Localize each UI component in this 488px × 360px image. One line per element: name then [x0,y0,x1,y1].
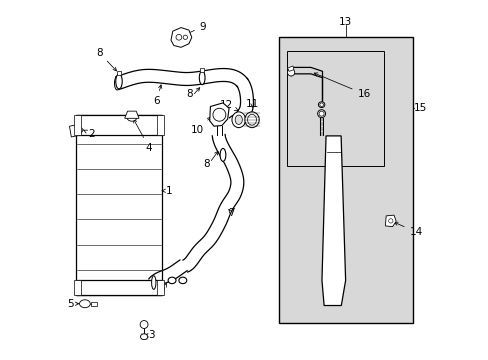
Polygon shape [385,215,395,226]
Circle shape [287,69,294,76]
Text: 6: 6 [153,85,162,106]
Text: 8: 8 [159,283,165,293]
Text: 12: 12 [219,100,238,111]
Text: 11: 11 [245,99,259,109]
Bar [200,68,203,72]
Bar [117,71,121,75]
Ellipse shape [126,113,137,121]
Ellipse shape [231,112,245,128]
Circle shape [212,108,225,121]
Bar [74,116,81,135]
Text: 3: 3 [144,330,154,340]
Circle shape [319,111,324,116]
Ellipse shape [140,320,148,328]
Ellipse shape [235,115,242,125]
Bar [286,51,383,166]
Circle shape [183,35,187,40]
Text: 7: 7 [228,208,235,218]
Polygon shape [209,103,228,126]
Bar [76,280,162,295]
Ellipse shape [247,114,256,125]
Bar [90,302,97,306]
Text: 8: 8 [203,159,210,169]
Ellipse shape [168,277,176,284]
Ellipse shape [116,74,122,89]
Text: 9: 9 [185,22,206,35]
Text: 14: 14 [394,222,422,237]
Text: 8: 8 [186,89,193,99]
Text: 15: 15 [413,103,426,113]
Polygon shape [321,136,345,306]
Circle shape [176,35,182,40]
Ellipse shape [317,110,325,118]
Ellipse shape [80,300,90,308]
Polygon shape [287,66,293,71]
Ellipse shape [220,148,225,161]
Ellipse shape [151,276,156,289]
Bar [278,37,412,323]
Bar [74,280,81,295]
Text: 2: 2 [83,129,95,139]
Ellipse shape [140,334,147,339]
Ellipse shape [244,112,259,128]
Ellipse shape [179,277,186,284]
Circle shape [388,219,392,223]
Polygon shape [171,28,191,47]
Ellipse shape [114,76,120,90]
Text: 8: 8 [96,48,116,71]
Text: 13: 13 [339,17,352,27]
Bar [156,116,163,135]
Text: 4: 4 [133,120,152,153]
Polygon shape [124,111,139,118]
Ellipse shape [318,102,324,108]
Bar [76,116,162,135]
Text: 10: 10 [191,117,210,135]
Ellipse shape [199,71,204,85]
Text: 5: 5 [67,299,79,309]
Bar [156,280,163,295]
Circle shape [319,103,323,107]
Bar [76,116,162,295]
Text: 1: 1 [162,186,172,196]
Text: 16: 16 [314,73,370,99]
Polygon shape [69,125,83,137]
